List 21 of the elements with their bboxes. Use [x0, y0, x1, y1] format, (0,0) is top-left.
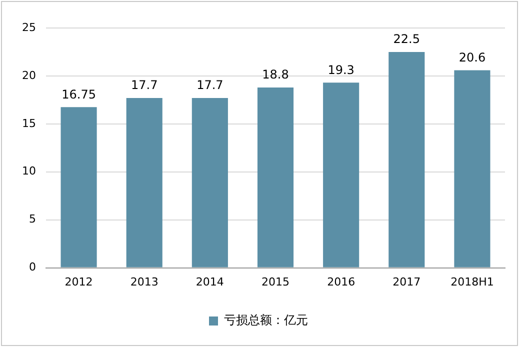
x-tick-label: 2012 — [64, 275, 93, 288]
y-tick-label: 25 — [22, 20, 36, 34]
x-tick-label: 2017 — [392, 275, 421, 288]
data-label: 22.5 — [393, 32, 420, 46]
data-label: 17.7 — [196, 78, 224, 92]
x-tick-label: 2013 — [130, 275, 158, 288]
y-tick-label: 5 — [28, 212, 36, 226]
x-tick-label: 2018H1 — [450, 275, 494, 288]
data-label: 20.6 — [458, 50, 486, 64]
y-tick-label: 15 — [22, 116, 36, 130]
y-tick-label: 10 — [22, 164, 36, 178]
y-tick-label: 20 — [22, 68, 36, 82]
data-label: 17.7 — [130, 78, 158, 92]
y-tick-label: 0 — [28, 260, 36, 274]
legend-label: 亏损总额：亿元 — [224, 313, 308, 328]
data-label: 16.75 — [62, 87, 96, 102]
data-label: 19.3 — [328, 62, 354, 77]
x-tick-label: 2016 — [327, 275, 356, 288]
x-tick-label: 2014 — [196, 275, 224, 288]
data-label: 18.8 — [262, 68, 289, 82]
x-tick-label: 2015 — [262, 275, 290, 288]
